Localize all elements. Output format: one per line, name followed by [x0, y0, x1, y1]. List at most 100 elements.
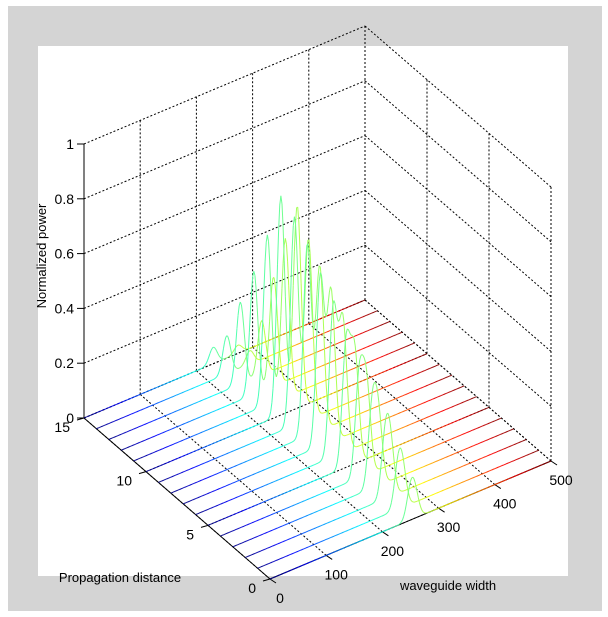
series-line-segment: [243, 325, 246, 340]
series-line-segment: [239, 366, 242, 368]
figure-window: 0 100 200 300 400 500 0 5 10 15 0 0.2 0.4 0.6 0.8 1 wave…: [8, 6, 602, 611]
series-line-segment: [386, 475, 389, 479]
series-line-segment: [270, 402, 273, 412]
x-tick-label: 300: [437, 519, 461, 535]
z-tick-label: 0.4: [55, 300, 75, 316]
series-line-segment: [358, 359, 361, 369]
series-line-segment: [280, 195, 283, 205]
series-line-segment: [287, 261, 290, 286]
series-line-segment: [302, 346, 305, 369]
series-line-segment: [333, 300, 336, 304]
series-line-segment: [349, 419, 352, 432]
series-line-segment: [369, 504, 372, 506]
series-line-segment: [201, 366, 204, 369]
series-line-segment: [268, 415, 271, 419]
series-line-segment: [320, 279, 324, 302]
y-tick-mark: [262, 578, 271, 582]
series-line-segment: [262, 288, 265, 319]
series-line-segment: [278, 341, 281, 361]
series-line-segment: [276, 318, 280, 337]
series-line-segment: [364, 462, 368, 474]
series-line-segment: [408, 496, 411, 500]
series-line-segment: [343, 343, 346, 361]
series-line-segment: [219, 362, 222, 369]
series-line-segment: [241, 345, 243, 348]
series-line-segment: [273, 277, 276, 286]
series-line-segment: [379, 463, 382, 476]
y-tick-label: 10: [116, 473, 132, 489]
series-line-segment: [327, 410, 330, 419]
series-line-segment: [228, 340, 231, 347]
series-line-segment: [292, 251, 295, 286]
series-line-segment: [351, 439, 354, 444]
series-line-segment: [258, 347, 262, 363]
z-tick-label: 1: [66, 136, 74, 152]
data-lines: [83, 195, 552, 580]
series-line-segment: [291, 285, 294, 318]
series-line-segment: [235, 328, 238, 344]
series-line-segment: [211, 346, 214, 349]
series-line-segment: [371, 502, 374, 505]
series-line-segment: [264, 242, 267, 262]
series-line-segment: [405, 477, 408, 486]
series-line-segment: [293, 381, 296, 388]
series-line-segment: [288, 285, 291, 313]
x-tick-label: 0: [276, 590, 284, 606]
series-line-segment: [288, 318, 291, 353]
x-tick-label: 100: [325, 566, 349, 582]
series-line-segment: [375, 496, 378, 501]
series-line-segment: [263, 376, 266, 381]
series-line-segment: [381, 438, 384, 451]
series-line-segment: [328, 417, 331, 423]
series-line-segment: [369, 403, 372, 418]
series-line-segment: [279, 429, 282, 432]
series-line-segment: [286, 328, 289, 352]
series-line-segment: [359, 491, 362, 494]
series-line-segment: [244, 357, 247, 361]
series-line-segment: [399, 521, 402, 524]
series-line-segment: [342, 360, 345, 383]
series-line-segment: [318, 272, 321, 283]
series-line-segment: [300, 340, 303, 343]
series-line-segment: [219, 356, 222, 359]
series-line-segment: [263, 327, 266, 336]
series-line-segment: [307, 447, 310, 451]
series-line-segment: [256, 307, 259, 329]
series-line-segment: [343, 322, 346, 339]
series-line-segment: [316, 302, 319, 330]
series-line-segment: [353, 445, 356, 448]
series-line-segment: [287, 352, 290, 381]
wall-grid-line: [83, 244, 366, 364]
series-line-segment: [355, 382, 359, 400]
series-line-segment: [324, 356, 327, 381]
series-line-segment: [251, 350, 254, 353]
series-line-segment: [281, 426, 284, 430]
series-line-segment: [325, 416, 328, 434]
series-line-segment: [404, 505, 407, 512]
series-line-segment: [282, 376, 285, 380]
x-tick-mark: [438, 507, 445, 513]
series-line-segment: [247, 332, 250, 353]
series-line-segment: [242, 346, 244, 349]
series-line-segment: [301, 321, 304, 354]
series-line-segment: [372, 501, 375, 504]
series-line-segment: [235, 366, 238, 369]
series-line-segment: [284, 400, 288, 414]
series-line-segment: [317, 281, 320, 303]
series-line-segment: [269, 259, 272, 286]
series-line-segment: [336, 317, 339, 322]
y-tick-label: 15: [54, 419, 70, 435]
series-line-segment: [253, 408, 256, 411]
series-line-segment: [359, 355, 362, 360]
series-line-segment: [346, 382, 349, 403]
series-line-segment: [306, 449, 309, 452]
x-tick-mark: [325, 554, 333, 560]
series-line-segment: [221, 348, 224, 356]
series-line-segment: [352, 335, 355, 339]
series-line-segment: [322, 301, 325, 330]
series-line-segment: [376, 491, 379, 497]
series-line-segment: [323, 300, 326, 313]
series-line-segment: [236, 344, 239, 347]
series-line-segment: [373, 459, 376, 465]
series-line-segment: [328, 286, 331, 293]
